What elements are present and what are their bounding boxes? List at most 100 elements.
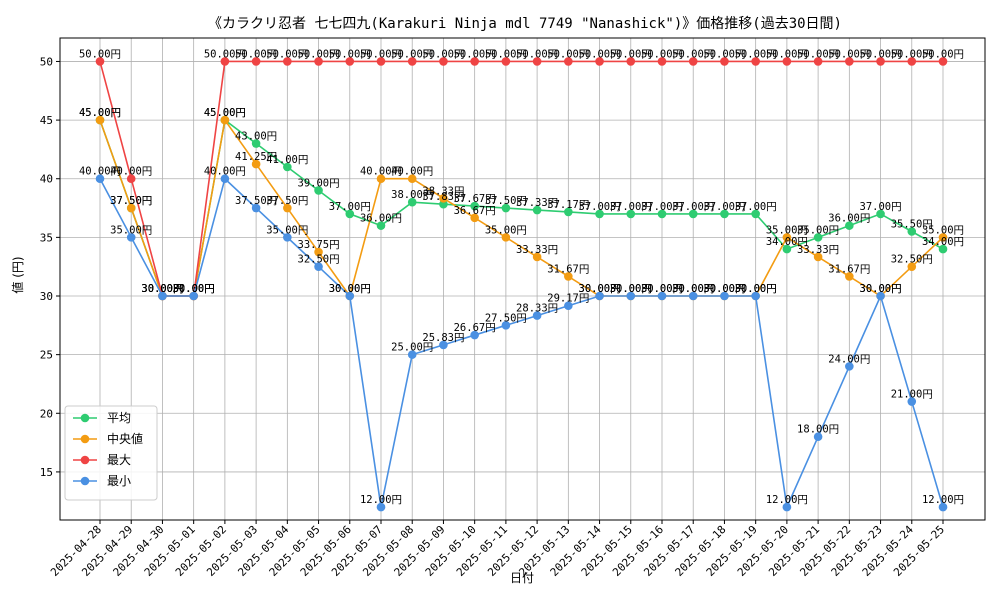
data-label: 30.00円 xyxy=(610,283,652,295)
legend-swatch-marker xyxy=(80,455,90,465)
series-line xyxy=(99,118,944,298)
data-label: 50.00円 xyxy=(516,48,558,60)
data-label: 50.00円 xyxy=(891,48,933,60)
data-label: 50.00円 xyxy=(391,48,433,60)
data-label: 35.00円 xyxy=(766,224,808,236)
data-point xyxy=(158,291,167,301)
data-label: 30.00円 xyxy=(860,283,902,295)
data-label: 50.00円 xyxy=(547,48,589,60)
data-label: 50.00円 xyxy=(860,48,902,60)
data-label: 37.00円 xyxy=(672,201,714,213)
data-point xyxy=(720,209,729,219)
data-label: 50.00円 xyxy=(610,48,652,60)
data-label: 30.00円 xyxy=(735,283,777,295)
data-label: 12.00円 xyxy=(766,494,808,506)
legend-label: 平均 xyxy=(107,411,131,425)
data-point xyxy=(782,57,792,66)
data-label: 50.00円 xyxy=(298,48,340,60)
y-axis-label: 値 (円) xyxy=(10,256,25,293)
data-point xyxy=(657,291,667,301)
data-point xyxy=(564,272,573,281)
data-label: 41.25円 xyxy=(235,151,277,163)
data-point xyxy=(876,57,885,66)
data-point xyxy=(251,203,261,213)
data-point xyxy=(813,432,823,442)
data-label: 30.00円 xyxy=(141,283,183,295)
data-point xyxy=(532,57,542,66)
data-label: 33.33円 xyxy=(516,244,558,256)
data-label: 37.83円 xyxy=(422,191,464,203)
data-label: 50.00円 xyxy=(422,48,464,60)
data-label: 37.50円 xyxy=(110,195,152,207)
data-point xyxy=(813,233,823,242)
data-point xyxy=(283,162,292,172)
series-line xyxy=(99,177,944,510)
data-label: 50.00円 xyxy=(79,48,121,60)
data-label: 50.00円 xyxy=(672,48,714,60)
data-label: 35.00円 xyxy=(485,224,527,236)
legend-swatch-marker xyxy=(80,413,90,423)
data-point xyxy=(407,57,417,66)
data-point xyxy=(126,174,136,184)
data-point xyxy=(376,57,386,66)
data-label: 45.00円 xyxy=(204,107,246,119)
data-label: 26.67円 xyxy=(454,322,496,334)
data-point xyxy=(626,291,636,301)
data-label: 33.33円 xyxy=(797,244,839,256)
legend-label: 最小 xyxy=(107,474,131,488)
data-label: 37.00円 xyxy=(735,201,777,213)
data-point xyxy=(907,262,917,271)
data-point xyxy=(907,227,917,236)
data-label: 50.00円 xyxy=(579,48,621,60)
data-point xyxy=(439,194,448,203)
data-label: 36.00円 xyxy=(360,213,402,225)
data-point xyxy=(564,301,573,311)
data-label: 40.00円 xyxy=(204,166,246,178)
data-label: 28.33円 xyxy=(516,303,558,315)
data-point xyxy=(813,57,823,66)
data-label: 37.00円 xyxy=(579,201,621,213)
data-point xyxy=(251,159,261,169)
data-label: 37.00円 xyxy=(329,201,371,213)
data-label: 37.50円 xyxy=(235,195,277,207)
data-point xyxy=(688,57,698,66)
data-label: 35.00円 xyxy=(797,224,839,236)
data-label: 37.50円 xyxy=(266,195,308,207)
data-point xyxy=(532,311,542,320)
data-point xyxy=(220,174,230,184)
data-point xyxy=(283,57,292,66)
data-point xyxy=(688,291,698,301)
data-label: 27.50円 xyxy=(485,312,527,324)
data-point xyxy=(720,291,729,301)
series-layer xyxy=(95,57,948,512)
data-label: 37.50円 xyxy=(110,195,152,207)
data-point xyxy=(189,291,198,301)
data-label: 30.00円 xyxy=(641,283,683,295)
data-label: 45.00円 xyxy=(79,107,121,119)
data-label: 45.00円 xyxy=(79,107,121,119)
data-label: 50.00円 xyxy=(641,48,683,60)
data-label: 21.00円 xyxy=(891,389,933,401)
series-line xyxy=(99,118,944,297)
data-label: 50.00円 xyxy=(797,48,839,60)
data-label: 18.00円 xyxy=(797,424,839,436)
data-point xyxy=(345,291,355,301)
y-tick-label: 35 xyxy=(40,231,53,244)
data-label: 37.33円 xyxy=(516,197,558,209)
data-label: 50.00円 xyxy=(735,48,777,60)
data-label: 50.00円 xyxy=(454,48,496,60)
data-label: 30.00円 xyxy=(329,283,371,295)
data-label: 50.00円 xyxy=(766,48,808,60)
data-point xyxy=(751,57,760,66)
data-label: 30.00円 xyxy=(703,283,745,295)
data-point xyxy=(283,233,292,242)
data-label: 40.00円 xyxy=(79,166,121,178)
legend-label: 中央値 xyxy=(107,431,143,446)
data-point xyxy=(595,209,604,219)
data-point xyxy=(345,57,355,66)
y-tick-label: 20 xyxy=(40,407,53,420)
series-最小 xyxy=(95,174,948,512)
data-label: 31.67円 xyxy=(828,263,870,275)
data-label: 40.00円 xyxy=(360,166,402,178)
